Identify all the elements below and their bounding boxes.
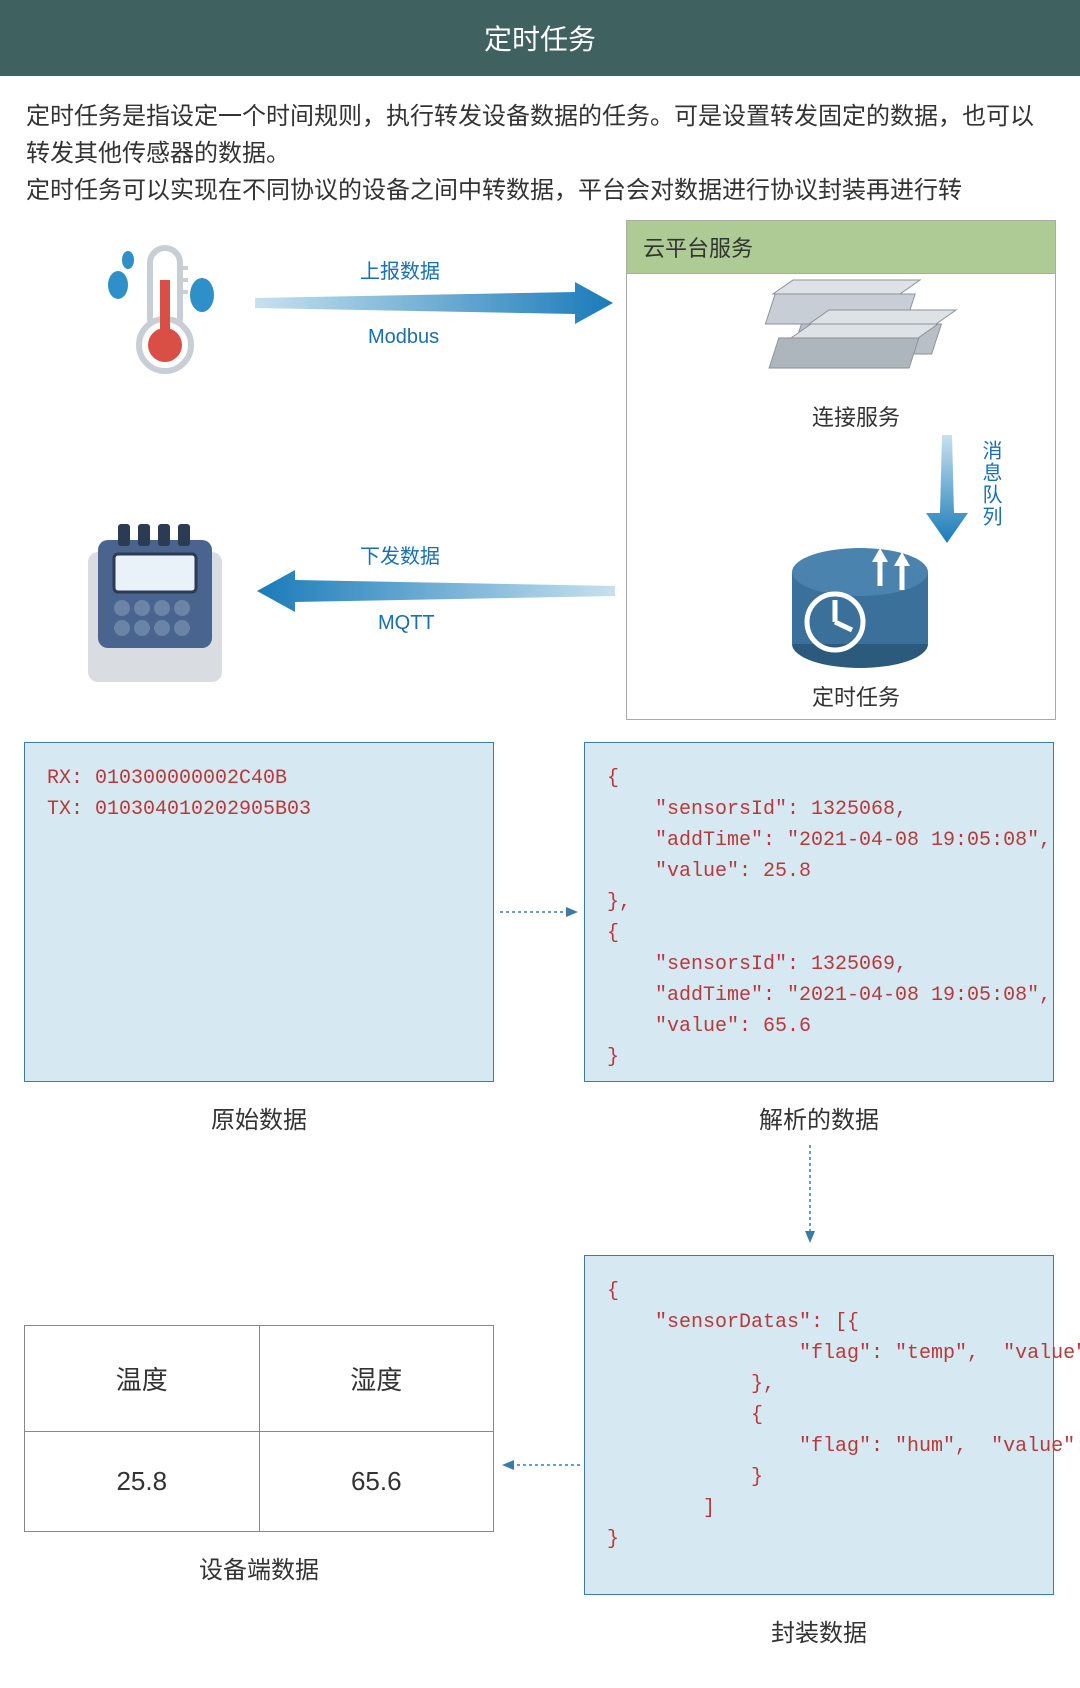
parsed-data-label: 解析的数据 (584, 1100, 1054, 1135)
parsed-data-box: { "sensorsId": 1325068, "addTime": "2021… (584, 742, 1054, 1082)
page-title: 定时任务 (0, 0, 1080, 76)
data-flow-row-2: 温度 湿度 25.8 65.6 设备端数据 { "sensorDatas": [… (0, 1255, 1080, 1688)
upload-protocol: Modbus (368, 326, 439, 349)
arrow-right-icon (255, 280, 615, 326)
packaged-data-box: { "sensorDatas": [{ "flag": "temp", "val… (584, 1255, 1054, 1595)
download-label: 下发数据 (360, 540, 440, 569)
scheduled-task-label: 定时任务 (812, 680, 900, 712)
raw-data-box: RX: 010300000002C40B TX: 010304010202905… (24, 742, 494, 1082)
table-value-temp: 25.8 (25, 1431, 260, 1531)
table-header-temp: 温度 (25, 1325, 260, 1431)
description-block: 定时任务是指设定一个时间规则，执行转发设备数据的任务。可是设置转发固定的数据，也… (0, 76, 1080, 220)
data-flow-row-1: RX: 010300000002C40B TX: 010304010202905… (0, 730, 1080, 1145)
dotted-arrow-right-icon (500, 902, 580, 922)
device-data-label: 设备端数据 (24, 1550, 494, 1585)
arrow-down-icon (924, 435, 970, 545)
table-row: 温度 湿度 (25, 1325, 494, 1431)
message-queue-label: 消息队列 (976, 440, 1005, 528)
device-icon (70, 510, 240, 700)
desc-line1: 定时任务是指设定一个时间规则，执行转发设备数据的任务。可是设置转发固定的数据，也… (26, 103, 1034, 167)
download-protocol: MQTT (378, 612, 435, 635)
scheduled-task-icon (780, 540, 940, 680)
cloud-box-title: 云平台服务 (627, 221, 1055, 274)
raw-data-label: 原始数据 (24, 1100, 494, 1135)
server-stack-icon (745, 276, 965, 396)
desc-line2: 定时任务可以实现在不同协议的设备之间中转数据，平台会对数据进行协议封装再进行转 (26, 177, 962, 204)
connection-service-label: 连接服务 (812, 400, 900, 432)
arrow-left-icon (255, 568, 615, 614)
thermometer-icon (90, 240, 240, 390)
packaged-data-label: 封装数据 (584, 1613, 1054, 1648)
table-value-hum: 65.6 (259, 1431, 494, 1531)
device-data-table: 温度 湿度 25.8 65.6 (24, 1325, 494, 1532)
vertical-connector (0, 1145, 1080, 1255)
table-header-hum: 湿度 (259, 1325, 494, 1431)
architecture-diagram: 云平台服务 上报数据 Modbus 连接服务 消息队列 (0, 220, 1080, 730)
table-row: 25.8 65.6 (25, 1431, 494, 1531)
dotted-arrow-down-icon (800, 1145, 820, 1245)
dotted-arrow-left-icon (500, 1455, 580, 1475)
